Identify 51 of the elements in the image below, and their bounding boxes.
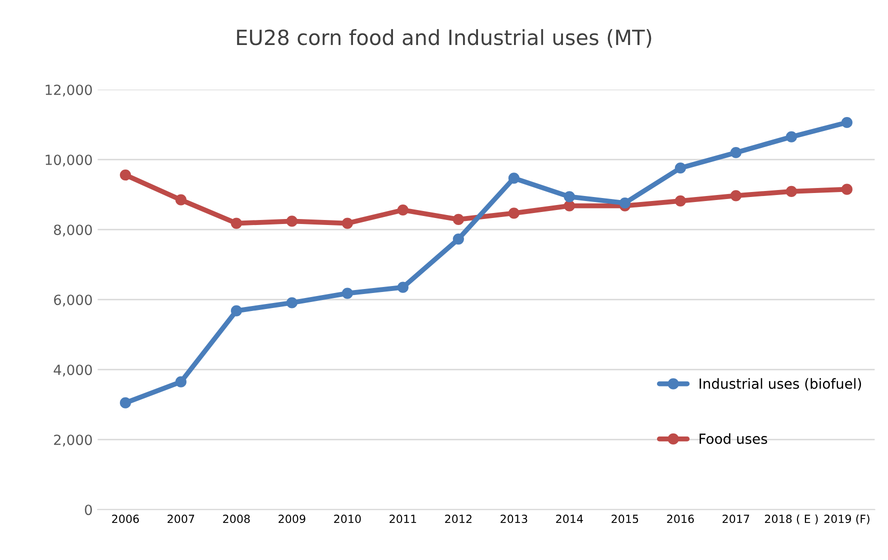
point [452, 233, 464, 245]
point [342, 218, 353, 229]
x-tick-label: 2012 [445, 514, 472, 524]
y-tick-label: 12,000 [46, 84, 92, 96]
point [120, 397, 131, 408]
point [175, 194, 186, 206]
point [120, 169, 131, 181]
x-tick-label: 2015 [612, 514, 638, 524]
point [786, 186, 797, 198]
point [564, 200, 575, 212]
x-tick-label: 2009 [278, 514, 306, 524]
point [674, 162, 686, 174]
y-tick-label: 10,000 [46, 154, 92, 166]
x-tick-label: 2006 [112, 514, 139, 524]
x-tick-label: 2008 [223, 514, 250, 524]
y-tick-label: 8,000 [54, 224, 92, 236]
y-tick-label: 0 [84, 504, 92, 516]
x-tick-label: 2010 [334, 514, 361, 524]
chart-title: EU28 corn food and Industrial uses (MT) [237, 29, 652, 48]
point [564, 191, 575, 202]
point [175, 376, 186, 388]
point [452, 214, 464, 226]
point [730, 147, 742, 158]
point [508, 172, 520, 184]
point [786, 131, 797, 142]
y-tick-label: 6,000 [54, 294, 92, 306]
x-tick-label: 2011 [390, 514, 416, 524]
point [397, 204, 408, 216]
point [841, 184, 852, 195]
point [674, 195, 686, 206]
y-tick-label: 2,000 [54, 434, 92, 446]
x-tick-label: 2014 [556, 514, 583, 524]
point [730, 190, 742, 202]
x-tick-label: 2019 (F) [824, 514, 870, 524]
point [841, 116, 852, 128]
legend-label: Food uses [700, 433, 768, 444]
point [619, 197, 630, 209]
x-tick-label: 2017 [722, 514, 750, 524]
point [397, 282, 408, 293]
x-tick-label: 2018 ( E ) [764, 514, 818, 524]
point [286, 297, 298, 308]
x-tick-label: 2007 [168, 514, 194, 524]
point [230, 218, 242, 229]
y-tick-label: 4,000 [54, 364, 92, 376]
x-tick-label: 2013 [500, 514, 528, 524]
point [286, 216, 298, 227]
legend-label: Industrial uses (biofuel) [700, 378, 861, 391]
x-tick-label: 2016 [667, 514, 694, 524]
point [342, 288, 353, 299]
point [508, 208, 520, 219]
point [230, 305, 242, 316]
